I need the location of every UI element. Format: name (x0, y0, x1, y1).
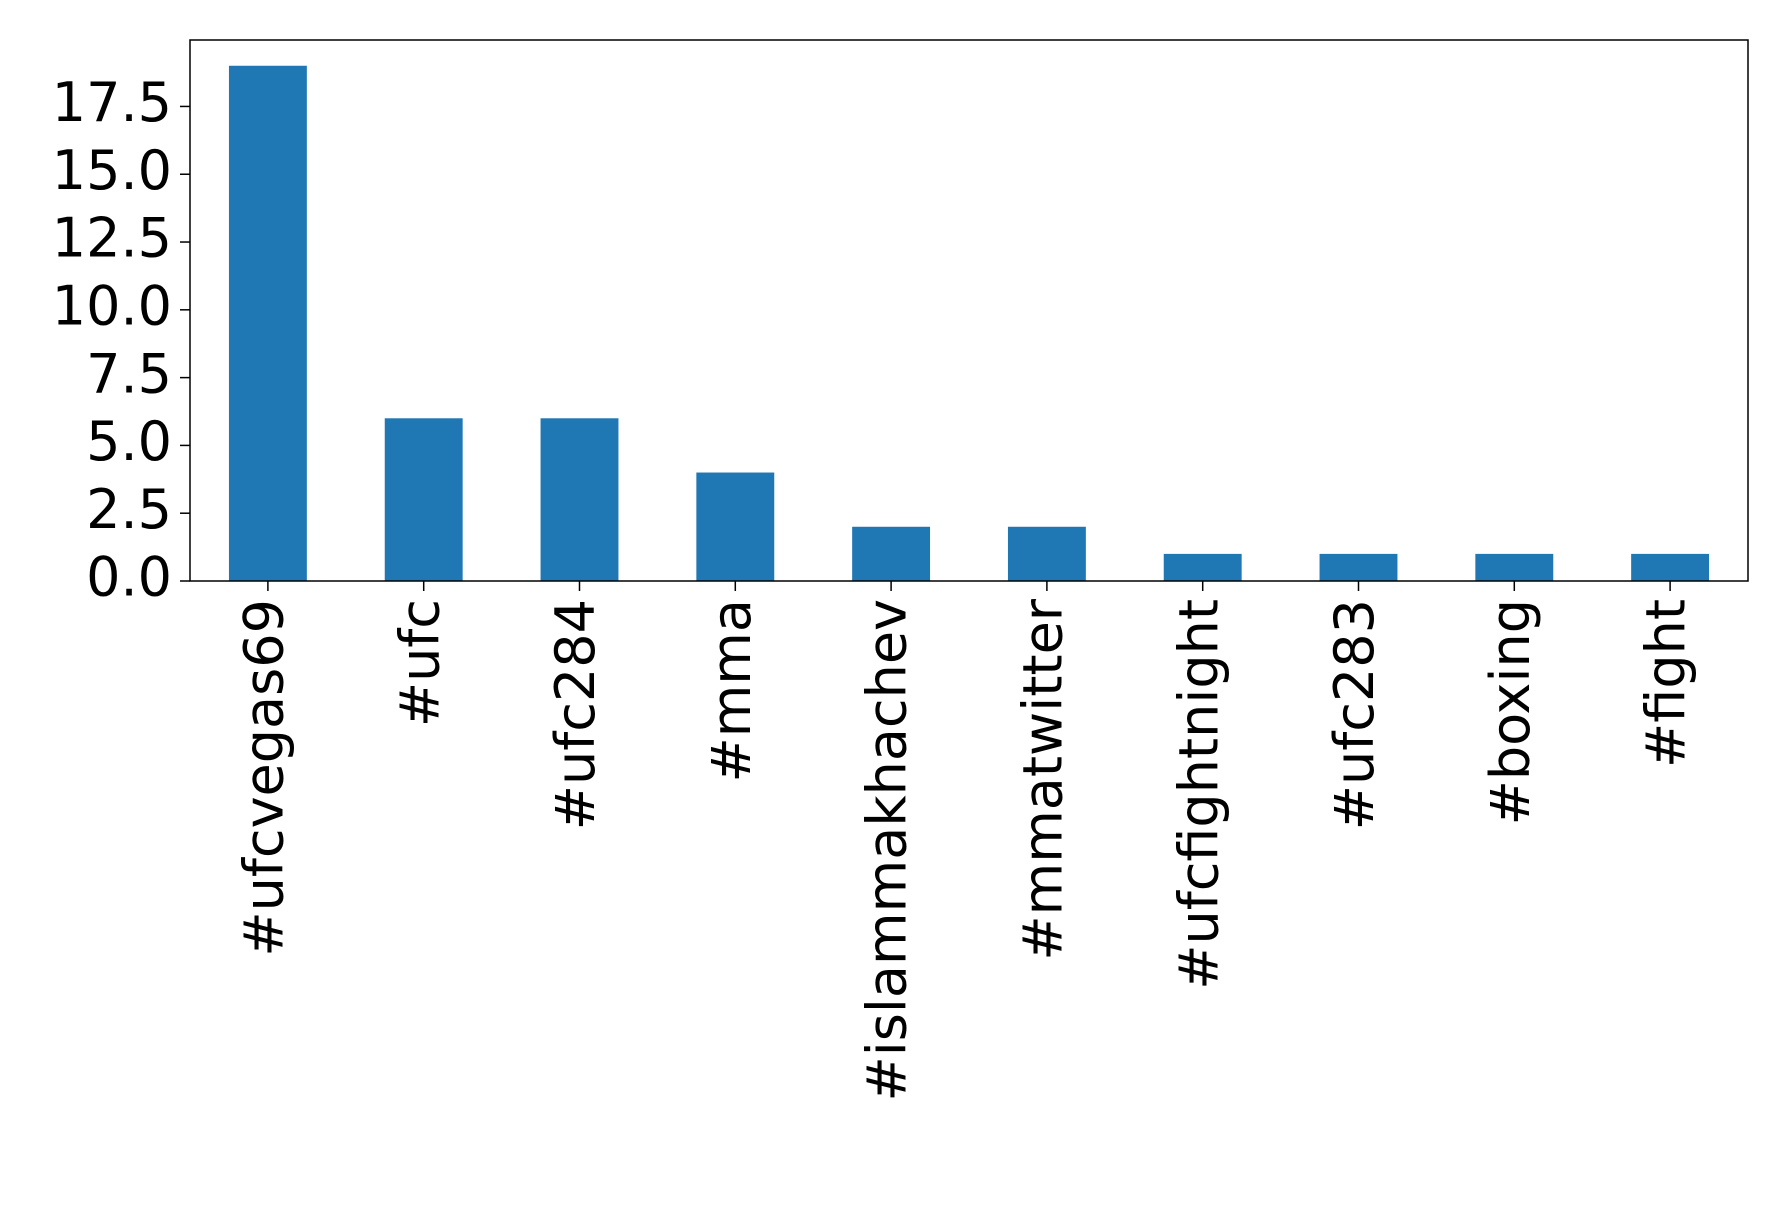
y-tick-label: 15.0 (52, 139, 172, 202)
x-tick-label: #boxing (1479, 599, 1542, 825)
bar (1007, 526, 1086, 581)
x-tick-label: #mma (700, 599, 763, 783)
plot-frame (189, 39, 1749, 582)
bar (1163, 553, 1242, 581)
bar (1319, 553, 1398, 581)
y-tick-label: 0.0 (86, 546, 172, 609)
x-tick-label: #ufcvegas69 (233, 599, 296, 957)
bar (1631, 553, 1710, 581)
x-tick-label: #ufc283 (1323, 599, 1386, 830)
x-tick-label: #ufcfightnight (1167, 599, 1230, 990)
y-tick-label: 5.0 (86, 410, 172, 473)
y-tick-label: 10.0 (52, 274, 172, 337)
x-tick-label: #mmatwitter (1012, 598, 1075, 960)
bar (852, 526, 931, 581)
y-tick-label: 17.5 (52, 71, 172, 134)
bar (696, 472, 775, 581)
y-tick-label: 12.5 (52, 207, 172, 270)
bar (1475, 553, 1554, 581)
x-tick-label: #islammakhachev (856, 599, 919, 1101)
x-tick-label: #fight (1635, 599, 1698, 768)
y-tick-label: 7.5 (86, 342, 172, 405)
x-tick-label: #ufc284 (544, 599, 607, 830)
bar (228, 65, 307, 581)
bar (384, 418, 463, 581)
x-tick-label: #ufc (388, 599, 451, 727)
y-tick-label: 2.5 (86, 478, 172, 541)
bar (540, 418, 619, 581)
